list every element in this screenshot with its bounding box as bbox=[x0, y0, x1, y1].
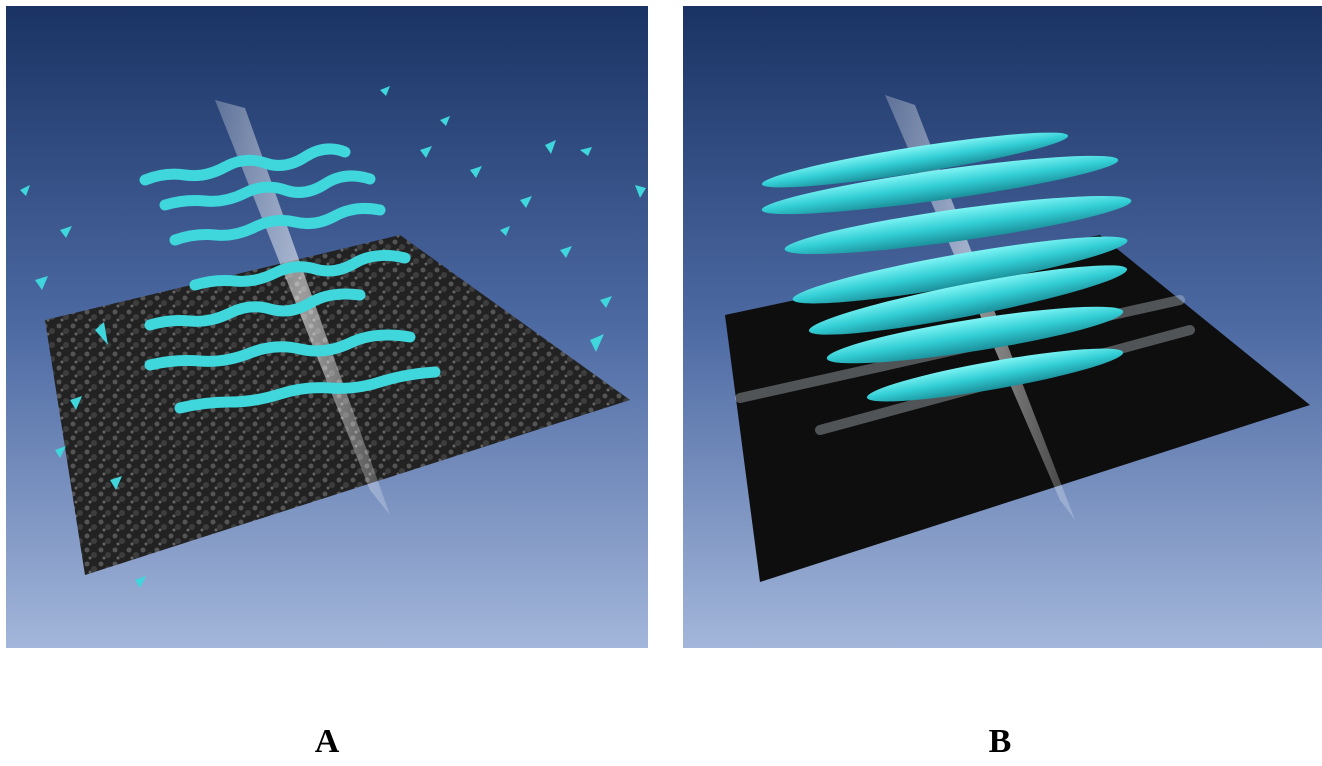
panel-label: A bbox=[315, 723, 340, 760]
panel-b bbox=[683, 6, 1322, 648]
panel-label: B bbox=[989, 723, 1012, 760]
smooth-surfaces bbox=[761, 132, 1132, 402]
noisy-surfaces bbox=[139, 143, 441, 414]
noise-fragments bbox=[20, 86, 646, 588]
panel-a bbox=[6, 6, 648, 648]
